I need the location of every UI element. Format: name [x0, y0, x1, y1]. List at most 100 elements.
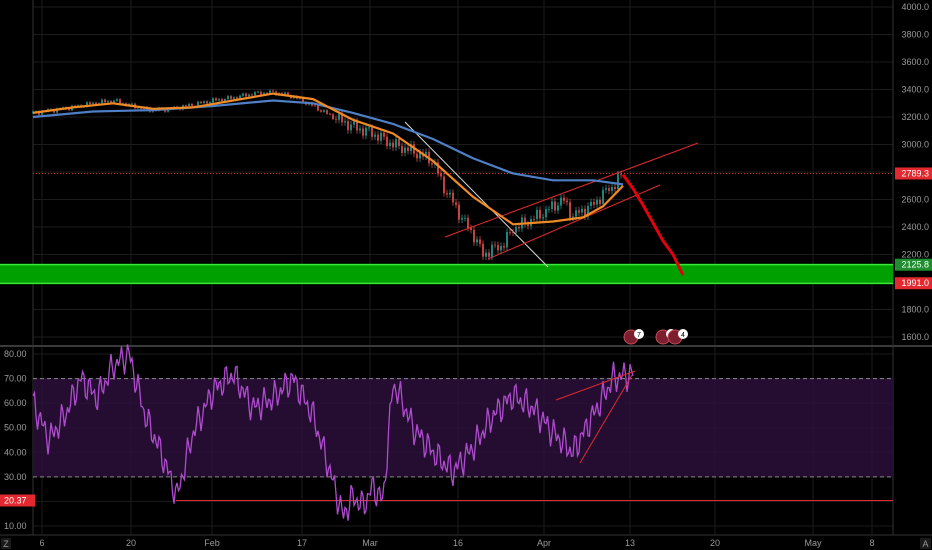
candle-body [497, 244, 499, 251]
candle-body [614, 186, 616, 189]
candle-body [608, 188, 610, 191]
price-tag-label: 1991.0 [901, 278, 929, 288]
candle-body [500, 245, 502, 251]
price-axis-label: 2200.0 [901, 250, 929, 260]
candle-body [518, 227, 520, 229]
price-axis-label: 2400.0 [901, 222, 929, 232]
time-axis-label: Feb [204, 538, 220, 548]
candle-body [479, 239, 481, 244]
candle-body [599, 199, 601, 204]
candle-body [494, 244, 496, 246]
candle-body [119, 99, 121, 104]
rsi-axis-label: 50.00 [4, 423, 27, 433]
time-axis-label: 20 [126, 538, 136, 548]
candle-body [473, 229, 475, 243]
candle-body [350, 124, 352, 131]
candle-body [209, 102, 211, 104]
time-axis-label: 13 [625, 538, 635, 548]
candle-body [458, 204, 460, 220]
candle-body [506, 231, 508, 248]
zoom-button[interactable]: Z [1, 538, 11, 549]
auto-scale-button[interactable]: A [920, 538, 931, 549]
candle-body [554, 201, 556, 211]
candle-body [284, 92, 286, 95]
candle-body [185, 105, 187, 107]
event-marker[interactable]: 7 [623, 329, 644, 345]
candle-body [485, 252, 487, 257]
candle-body [431, 163, 433, 165]
candle-body [356, 121, 358, 131]
rsi-axis-label: 70.00 [4, 374, 27, 384]
candle-body [329, 113, 331, 115]
candle-body [527, 224, 529, 227]
candle-body [575, 210, 577, 217]
candle-body [455, 202, 457, 205]
candle-body [548, 209, 550, 210]
candle-body [509, 231, 511, 233]
rsi-line [32, 344, 634, 521]
candle-body [314, 105, 316, 107]
candle-body [602, 189, 604, 204]
candle-body [545, 209, 547, 218]
candle-body [593, 202, 595, 205]
price-axis-label: 4000.0 [901, 2, 929, 12]
candle-body [110, 101, 112, 103]
candle-body [92, 102, 94, 105]
candle-body [461, 218, 463, 220]
zoom-button-bg [1, 538, 11, 549]
event-count: 7 [637, 332, 641, 339]
candle-body [452, 192, 454, 203]
candle-body [611, 186, 613, 191]
candle-body [359, 128, 361, 131]
price-axis-label: 1600.0 [901, 332, 929, 342]
rsi-lower-trendline [579, 374, 633, 464]
candle-body [248, 94, 250, 97]
rsi-axis-label: 60.00 [4, 398, 27, 408]
candle-body [197, 101, 199, 107]
candle-body [581, 208, 583, 213]
candle-body [617, 174, 619, 189]
time-axis-label: 17 [297, 538, 307, 548]
candle-body [41, 111, 43, 115]
price-tag [895, 167, 932, 180]
candle-body [86, 102, 88, 107]
candle-body [113, 100, 115, 103]
zoom-label: Z [3, 539, 9, 549]
candle-body [335, 119, 337, 120]
event-marker[interactable]: 4 [667, 329, 688, 345]
price-axis-label: 1800.0 [901, 305, 929, 315]
candle-body [563, 197, 565, 201]
candle-body [443, 176, 445, 194]
rsi-upper-trendline [555, 370, 636, 401]
candle-body [515, 227, 517, 233]
candle-body [389, 142, 391, 146]
candle-body [542, 217, 544, 219]
candle-body [206, 101, 208, 104]
candle-body [371, 127, 373, 137]
candle-body [188, 103, 190, 107]
price-tag [895, 277, 932, 290]
candle-body [524, 217, 526, 225]
support-zone [0, 263, 893, 285]
candle-body [212, 98, 214, 103]
rsi-axis-label: 40.00 [4, 447, 27, 457]
candle-body [470, 227, 472, 230]
candle-body [572, 216, 574, 218]
price-axis-label: 2600.0 [901, 195, 929, 205]
candle-body [272, 90, 274, 92]
candle-body [587, 205, 589, 217]
candle-body [68, 108, 70, 111]
time-axis-label: Apr [537, 538, 551, 548]
candles-group [32, 89, 622, 261]
candle-body [476, 239, 478, 243]
candle-body [620, 174, 622, 176]
candle-body [323, 110, 325, 112]
candle-body [230, 96, 232, 99]
channel-lower-line [487, 184, 661, 260]
candle-body [239, 95, 241, 99]
time-axis-label: 20 [710, 538, 720, 548]
candle-body [482, 243, 484, 257]
candle-body [383, 132, 385, 137]
